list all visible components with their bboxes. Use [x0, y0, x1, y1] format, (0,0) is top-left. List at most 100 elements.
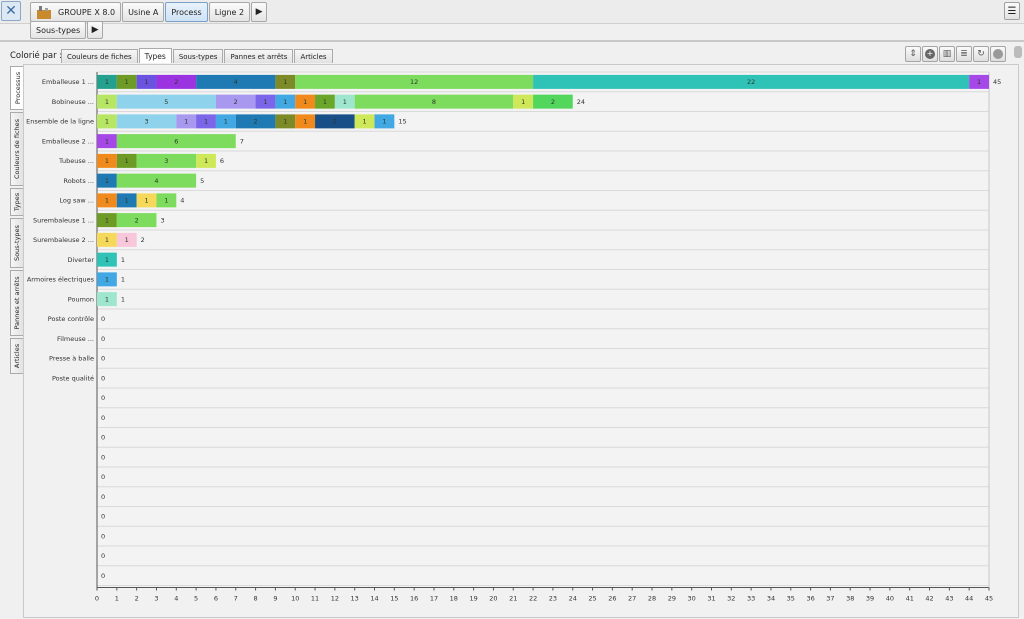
- segment-label: 1: [125, 157, 129, 165]
- x-tick-label: 36: [806, 595, 814, 603]
- row-total-label: 3: [160, 216, 164, 224]
- add-button[interactable]: +: [922, 46, 938, 62]
- sort-button[interactable]: ⇕: [905, 46, 921, 62]
- row-label: Diverter: [67, 256, 94, 264]
- row-total-label: 15: [398, 118, 406, 126]
- bar-segment: [97, 272, 117, 287]
- tab-types[interactable]: Types: [138, 48, 172, 63]
- tab-pannes-et-arrets[interactable]: Pannes et arrêts: [224, 49, 294, 63]
- crumb-process[interactable]: Process: [165, 2, 208, 22]
- x-tick-label: 8: [254, 595, 258, 603]
- row-total-label: 45: [993, 78, 1001, 86]
- x-tick-label: 14: [370, 595, 378, 603]
- segment-label: 1: [105, 98, 109, 106]
- bar-segment: [97, 94, 117, 109]
- row-total-label: 0: [101, 552, 105, 560]
- x-tick-label: 9: [273, 595, 277, 603]
- play-icon: ▶: [91, 25, 99, 35]
- bar-segment: [116, 232, 137, 247]
- bar-segment: [97, 232, 117, 247]
- bar-segment: [969, 74, 989, 89]
- crumb-sous-types[interactable]: Sous-types: [30, 21, 87, 39]
- crumb-sous-types-label: Sous-types: [36, 25, 81, 35]
- bar-segment: [116, 153, 137, 168]
- crumb-group[interactable]: GROUPE X 8.0: [30, 2, 122, 22]
- side-tab-articles[interactable]: Articles: [10, 338, 23, 374]
- segment-label: 1: [977, 78, 981, 86]
- bar-segment: [533, 74, 970, 89]
- side-tab-couleurs-de-fiches[interactable]: Couleurs de fiches: [10, 112, 23, 186]
- side-tab-types[interactable]: Types: [10, 188, 23, 216]
- row-label: Emballeuse 1 ...: [42, 78, 94, 86]
- segment-label: 1: [343, 98, 347, 106]
- tab-couleurs-de-fiches[interactable]: Couleurs de fiches: [61, 49, 138, 63]
- row-total-label: 0: [101, 374, 105, 382]
- crumb-next-button[interactable]: ▶: [251, 2, 268, 22]
- bar-chart-icon: ▥: [942, 49, 952, 59]
- row-total-label: 5: [200, 177, 204, 185]
- segment-label: 1: [105, 118, 109, 126]
- side-tab-pannes-et-arrets[interactable]: Pannes et arrêts: [10, 270, 23, 336]
- play-icon: ▶: [255, 7, 263, 17]
- segment-label: 1: [144, 197, 148, 205]
- segment-label: 1: [105, 216, 109, 224]
- crumb-usine[interactable]: Usine A: [122, 2, 165, 22]
- x-tick-label: 28: [648, 595, 656, 603]
- x-tick-label: 38: [846, 595, 854, 603]
- segment-label: 2: [174, 78, 178, 86]
- segment-label: 1: [323, 98, 327, 106]
- row-total-label: 1: [121, 276, 125, 284]
- bar-segment: [136, 193, 157, 208]
- bar-segment: [275, 74, 296, 89]
- x-tick-label: 24: [569, 595, 577, 603]
- bar-segment: [374, 114, 395, 129]
- segment-label: 1: [363, 118, 367, 126]
- crumb-usine-label: Usine A: [128, 7, 159, 17]
- side-tab-articles-label: Articles: [13, 343, 21, 369]
- settings-button[interactable]: [990, 46, 1006, 62]
- bar-segment: [156, 74, 197, 89]
- segment-label: 1: [105, 78, 109, 86]
- x-tick-label: 4: [174, 595, 178, 603]
- row-label: Armoires électriques: [27, 276, 95, 284]
- x-tick-label: 21: [509, 595, 517, 603]
- row-total-label: 0: [101, 315, 105, 323]
- bar-segment: [354, 114, 375, 129]
- sub-crumb-next-button[interactable]: ▶: [87, 21, 104, 39]
- side-tab-processus-label: Processus: [13, 71, 22, 105]
- tab-sous-types[interactable]: Sous-types: [172, 49, 224, 63]
- sub-breadcrumb: Sous-types ▶: [30, 21, 104, 39]
- list-button[interactable]: ≣: [956, 46, 972, 62]
- segment-label: 2: [333, 118, 337, 126]
- factory-icon: [36, 3, 54, 21]
- colorby-tabs: Couleurs de fiches Types Sous-types Pann…: [61, 48, 334, 63]
- x-tick-label: 7: [234, 595, 238, 603]
- bar-chart-button[interactable]: ▥: [939, 46, 955, 62]
- segment-label: 2: [135, 216, 139, 224]
- row-total-label: 0: [101, 394, 105, 402]
- bar-segment: [275, 114, 296, 129]
- x-tick-label: 6: [214, 595, 218, 603]
- tab-articles[interactable]: Articles: [294, 49, 333, 63]
- segment-label: 1: [303, 118, 307, 126]
- refresh-button[interactable]: ↻: [973, 46, 989, 62]
- side-tab-sous-types[interactable]: Sous-types: [10, 218, 23, 268]
- row-label: Surembaleuse 1 ...: [33, 216, 94, 224]
- x-tick-label: 16: [410, 595, 418, 603]
- segment-label: 1: [125, 78, 129, 86]
- segment-label: 1: [521, 98, 525, 106]
- scroll-handle[interactable]: [1014, 46, 1022, 58]
- bar-segment: [196, 153, 216, 168]
- close-button[interactable]: ✕: [1, 1, 21, 21]
- add-icon: +: [925, 49, 935, 59]
- x-tick-label: 11: [311, 595, 319, 603]
- menu-button[interactable]: ☰: [1004, 2, 1020, 20]
- side-tab-processus[interactable]: Processus: [10, 66, 24, 110]
- bar-segment: [116, 193, 137, 208]
- x-tick-label: 45: [985, 595, 993, 603]
- bar-segment: [97, 213, 117, 228]
- segment-label: 1: [125, 236, 129, 244]
- crumb-ligne[interactable]: Ligne 2: [208, 2, 251, 22]
- row-total-label: 0: [101, 414, 105, 422]
- bar-segment: [116, 74, 137, 89]
